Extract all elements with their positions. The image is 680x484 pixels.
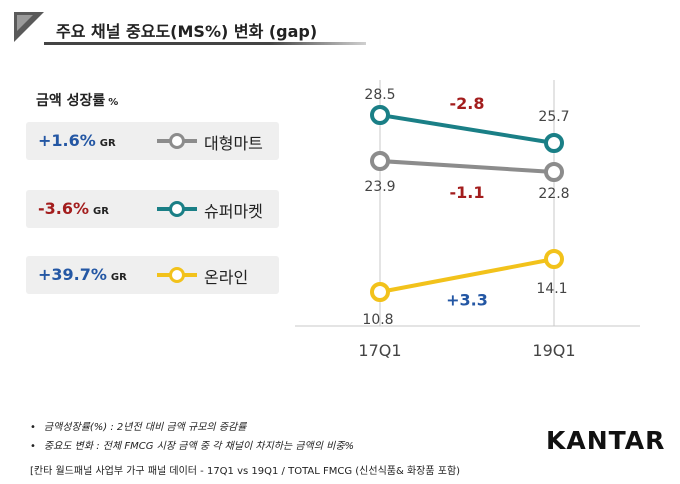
gap-label: +3.3 [446,291,488,310]
kantar-logo: KANTAR [546,426,666,455]
growth-row: +39.7% GR 온라인 [26,256,279,294]
footnote-growth: 금액성장률(%) : 2년전 대비 금액 규모의 증감률 [30,418,354,433]
footnote-share: 중요도 변화 : 전체 FMCG 시장 금액 중 각 채널이 차지하는 금액의 … [30,437,354,452]
data-label: 14.1 [536,281,567,297]
data-point [370,105,390,125]
growth-gr-label: GR [110,272,127,283]
growth-label-text: 금액 성장률 [36,93,106,109]
data-point [370,151,390,171]
page-title: 주요 채널 중요도(MS%) 변화 (gap) [56,22,318,41]
legend-marker-icon [169,133,185,149]
gap-label: -2.8 [450,94,485,113]
x-tick-label: 17Q1 [358,341,401,360]
title-underline [44,42,366,45]
data-label: 10.8 [362,312,393,328]
x-tick-label: 19Q1 [532,341,575,360]
data-label: 28.5 [364,87,395,103]
growth-label-unit: % [108,97,119,108]
data-point [544,162,564,182]
legend-channel-name: 온라인 [204,268,249,287]
data-label: 25.7 [538,109,569,125]
corner-triangle-accent-icon [17,15,33,31]
legend-marker-icon [169,201,185,217]
data-point [544,133,564,153]
growth-value: +39.7% GR [38,265,127,284]
growth-value: -3.6% GR [38,199,109,218]
line-chart: 17Q1 19Q1 28.5 25.7 -2.8 23.9 22.8 -1.1 10.8 14.1… [295,80,640,360]
title-bar: 주요 채널 중요도(MS%) 변화 (gap) [14,12,366,46]
data-point [370,282,390,302]
data-point [544,249,564,269]
series-line [379,257,555,294]
growth-value: +1.6% GR [38,131,116,150]
legend-marker-icon [169,267,185,283]
series-line [379,159,555,174]
growth-value-text: -3.6% [38,199,90,218]
source-note: [칸타 월드패널 사업부 가구 패널 데이터 - 17Q1 vs 19Q1 / … [30,466,461,477]
growth-gr-label: GR [99,138,116,149]
legend-channel-name: 슈퍼마켓 [204,202,263,221]
growth-value-text: +1.6% [38,131,96,150]
footnotes: 금액성장률(%) : 2년전 대비 금액 규모의 증감률 중요도 변화 : 전체… [30,418,354,456]
growth-row: +1.6% GR 대형마트 [26,122,279,160]
series-line [379,113,555,145]
legend-channel-name: 대형마트 [204,134,263,153]
growth-section-label: 금액 성장률% [36,90,118,110]
gap-label: -1.1 [450,183,485,202]
growth-gr-label: GR [93,206,109,217]
data-label: 23.9 [364,179,395,195]
data-label: 22.8 [538,186,569,202]
growth-row: -3.6% GR 슈퍼마켓 [26,190,279,228]
growth-value-text: +39.7% [38,265,107,284]
